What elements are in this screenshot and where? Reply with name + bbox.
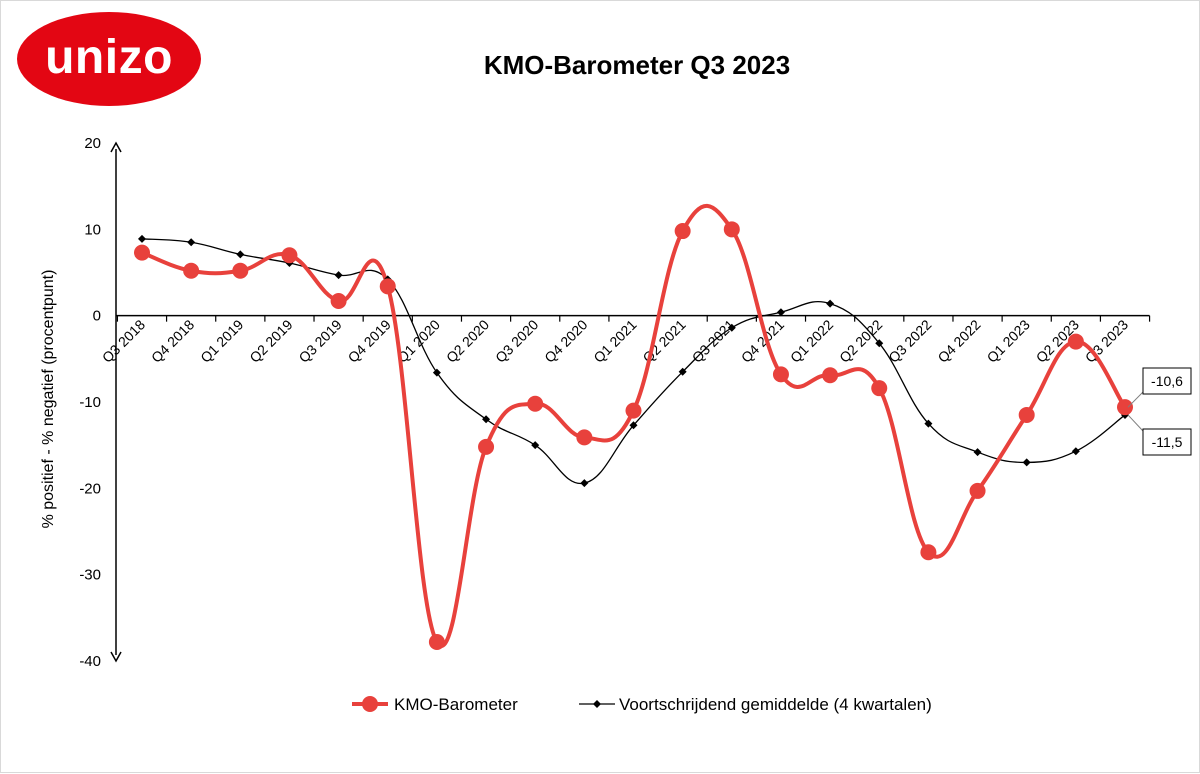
- x-tick-label: Q3 2019: [295, 316, 344, 365]
- kmo-barometer-point: [134, 244, 150, 261]
- kmo-barometer-point: [428, 634, 445, 651]
- moving-average-point: [1071, 447, 1080, 456]
- moving-average-point: [138, 234, 146, 243]
- kmo-barometer-point: [969, 482, 986, 499]
- kmo-barometer-point: [379, 278, 396, 295]
- y-tick-label: 10: [84, 221, 101, 238]
- x-tick-label: Q3 2020: [492, 316, 541, 365]
- moving-average-point: [432, 368, 441, 377]
- x-ticks: Q3 2018 Q4 2018 Q1 2019 Q2 2019 Q3 2019 Q4 20…: [99, 316, 1131, 365]
- kmo-barometer-point: [1067, 333, 1084, 350]
- legend-item-moving-average: Voortschrijdend gemiddelde (4 kwartalen): [579, 695, 932, 714]
- y-tick-label: -20: [79, 480, 101, 497]
- data-label-callout: -11,5: [1127, 414, 1192, 456]
- x-tick-label: Q1 2023: [984, 316, 1033, 365]
- moving-average-point: [727, 323, 736, 332]
- y-tick-label: 20: [84, 135, 101, 152]
- legend-label-average: Voortschrijdend gemiddelde (4 kwartalen): [619, 695, 932, 714]
- annotations: -10,6 -11,5: [1127, 367, 1192, 456]
- moving-average-point: [776, 308, 785, 317]
- moving-average-point: [334, 271, 343, 280]
- y-tick-label: -40: [79, 653, 101, 670]
- kmo-barometer-point: [281, 247, 298, 264]
- series-line-moving-average: [141, 238, 1126, 484]
- y-axis-label: % positief - % negatief (procentpunt): [40, 270, 57, 529]
- series-points: [134, 221, 1133, 651]
- legend-marker-average: [593, 700, 601, 708]
- axes: [110, 141, 1151, 663]
- unizo-logo: unizo: [17, 12, 201, 106]
- moving-average-point: [1022, 458, 1031, 467]
- moving-average-point: [629, 421, 638, 430]
- kmo-barometer-point: [871, 380, 888, 397]
- y-tick-label: 0: [93, 308, 101, 325]
- x-tick-label: Q1 2022: [787, 316, 836, 365]
- y-ticks: 20 10 0 -10 -20 -30 -40: [79, 135, 101, 670]
- callout-box: [1142, 367, 1192, 395]
- x-tick-label: Q3 2018: [99, 316, 148, 365]
- moving-average-point: [924, 419, 933, 428]
- kmo-barometer-point: [674, 223, 691, 240]
- kmo-barometer-point: [822, 367, 839, 384]
- callout-text: -11,5: [1152, 434, 1183, 450]
- chart-title: KMO-Barometer Q3 2023: [484, 50, 790, 80]
- x-tick-label: Q1 2021: [590, 316, 639, 365]
- x-tick-label: Q4 2022: [934, 316, 983, 365]
- moving-average-point: [580, 479, 589, 488]
- legend-label-kmo: KMO-Barometer: [394, 695, 518, 714]
- kmo-barometer-point: [920, 544, 937, 561]
- legend: KMO-Barometer Voortschrijdend gemiddelde …: [352, 695, 932, 714]
- logo-ellipse: [17, 12, 201, 106]
- x-tick-label: Q4 2020: [541, 316, 590, 365]
- kmo-barometer-point: [527, 395, 544, 412]
- x-tick-label: Q1 2019: [197, 316, 246, 365]
- logo-text: unizo: [45, 31, 173, 84]
- callout-text: -10,6: [1151, 373, 1183, 389]
- x-tick-label: Q3 2023: [1082, 316, 1131, 365]
- moving-average-point: [187, 238, 196, 247]
- kmo-barometer-point: [772, 366, 789, 383]
- moving-average-point: [531, 441, 540, 450]
- kmo-barometer-point: [1018, 406, 1035, 423]
- x-tick-label: Q4 2018: [148, 316, 197, 365]
- kmo-barometer-point: [183, 262, 200, 279]
- kmo-barometer-point: [723, 221, 740, 238]
- x-tick-label: Q2 2020: [443, 316, 492, 365]
- legend-item-kmo-barometer: KMO-Barometer: [352, 695, 518, 714]
- legend-marker-kmo: [362, 696, 378, 712]
- kmo-barometer-point: [330, 292, 347, 309]
- x-tick-label: Q4 2019: [345, 316, 394, 365]
- kmo-barometer-point: [1117, 399, 1133, 416]
- callout-leader-line: [1127, 391, 1144, 408]
- kmo-barometer-point: [625, 402, 642, 419]
- moving-average-point: [678, 367, 687, 376]
- moving-average-point: [482, 415, 491, 424]
- data-label-callout: -10,6: [1127, 367, 1192, 408]
- moving-average-point: [236, 250, 245, 259]
- kmo-barometer-point: [576, 429, 593, 446]
- x-tick-label: Q3 2022: [885, 316, 934, 365]
- callout-box: [1142, 428, 1192, 456]
- moving-average-point: [826, 299, 835, 308]
- moving-average-point: [973, 448, 982, 457]
- x-tick-label: Q2 2019: [246, 316, 295, 365]
- x-tick-label: Q2 2021: [639, 316, 688, 365]
- y-axis-arrow-top: [110, 141, 122, 153]
- kmo-barometer-point: [478, 438, 495, 455]
- y-tick-label: -10: [79, 394, 101, 411]
- kmo-barometer-point: [232, 262, 249, 279]
- callout-leader-line: [1127, 414, 1144, 432]
- y-axis-arrow-bottom: [110, 651, 122, 663]
- y-tick-label: -30: [79, 567, 101, 584]
- moving-average-point: [875, 339, 884, 348]
